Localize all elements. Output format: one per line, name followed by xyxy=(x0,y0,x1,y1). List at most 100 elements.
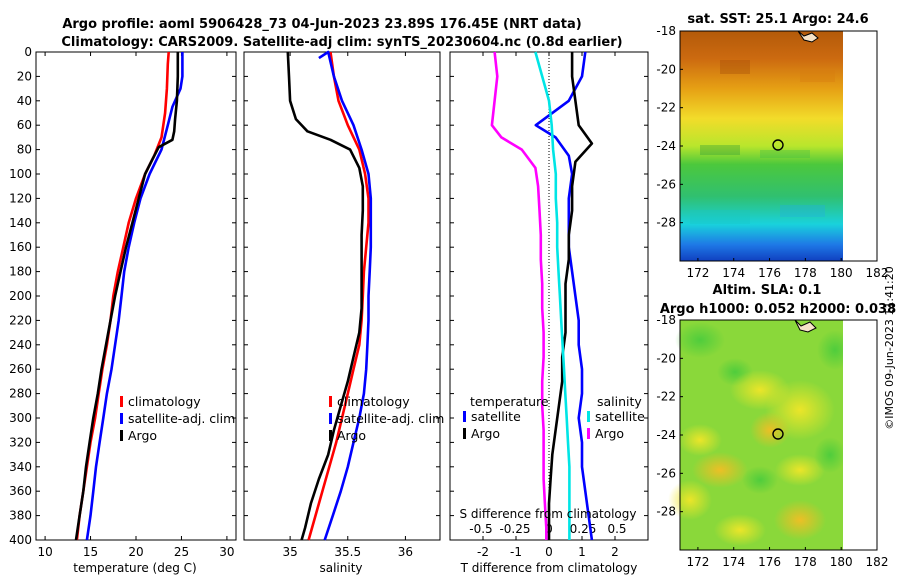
legend-climatology-swatch xyxy=(120,396,123,407)
legend-s-argo-swatch xyxy=(587,428,590,439)
map-lat-tick-label: -20 xyxy=(656,351,676,365)
depth-tick-label: 320 xyxy=(9,435,32,449)
sst-land-mask xyxy=(843,31,877,261)
map-lat-tick-label: -22 xyxy=(656,101,676,115)
sal-legend-climatology-swatch xyxy=(329,396,332,407)
depth-tick-label: 300 xyxy=(9,411,32,425)
series-line-s-satellite xyxy=(534,51,571,540)
imos-watermark: ©IMOS 09-Jun-2023 11:41:20 xyxy=(883,266,896,430)
s-diff-tick-label: 0.5 xyxy=(607,522,626,536)
depth-tick-label: 380 xyxy=(9,509,32,523)
legend-climatology-label: climatology xyxy=(128,394,201,409)
salinity-panel: 35 35.5 36 salinity climatology satellite-… xyxy=(243,50,444,575)
x-tick-label: 15 xyxy=(83,545,98,559)
map-lat-tick-label: -18 xyxy=(656,313,676,327)
legend-argo-label: Argo xyxy=(128,428,157,443)
x-tick-label: 25 xyxy=(174,545,189,559)
series-line-s-argo xyxy=(490,51,548,540)
depth-tick-label: 160 xyxy=(9,240,32,254)
map-lon-tick-label: 180 xyxy=(830,266,853,280)
legend-heading-temperature: temperature xyxy=(470,394,549,409)
difference-xlabel: T difference from climatology xyxy=(460,561,638,575)
s-diff-tick-label: -0.5 xyxy=(469,522,492,536)
depth-tick-label: 20 xyxy=(17,69,32,83)
sla-map-panel: Altim. SLA: 0.1 Argo h1000: 0.052 h2000:… xyxy=(656,283,896,569)
sla-argo-location-marker xyxy=(772,428,784,440)
sla-texture xyxy=(668,322,853,546)
x-tick-label: 0 xyxy=(545,545,553,559)
figure-title-line2: Climatology: CARS2009. Satellite-adj cli… xyxy=(61,35,622,50)
sla-island-icon xyxy=(794,319,817,333)
map-lon-tick-label: 172 xyxy=(686,266,709,280)
map-lat-tick-label: -22 xyxy=(656,390,676,404)
x-tick-label: 30 xyxy=(219,545,234,559)
depth-tick-label: 120 xyxy=(9,191,32,205)
series-line-satellite-adj-clim xyxy=(318,50,373,541)
temperature-xlabel: temperature (deg C) xyxy=(73,561,196,575)
sst-map-title: sat. SST: 25.1 Argo: 24.6 xyxy=(687,12,868,27)
s-difference-axis-label: S difference from climatology xyxy=(460,507,637,521)
depth-tick-label: 200 xyxy=(9,289,32,303)
sla-map-title-line2: Argo h1000: 0.052 h2000: 0.038 xyxy=(660,302,896,317)
series-line-t-argo xyxy=(547,52,594,540)
legend-satellite-swatch xyxy=(120,413,123,424)
depth-tick-label: 80 xyxy=(17,143,32,157)
map-lat-tick-label: -26 xyxy=(656,466,676,480)
depth-tick-label: 0 xyxy=(24,45,32,59)
difference-legend: temperature salinity satellite Argo sate… xyxy=(463,394,645,441)
depth-tick-label: 180 xyxy=(9,265,32,279)
sla-land-mask xyxy=(843,320,877,550)
x-tick-label: 35 xyxy=(282,545,297,559)
salinity-xlabel: salinity xyxy=(319,561,362,575)
legend-t-satellite-label: satellite xyxy=(471,409,521,424)
series-line-satellite-adj-clim xyxy=(85,52,184,541)
depth-tick-label: 240 xyxy=(9,338,32,352)
figure-title-line1: Argo profile: aoml 5906428_73 04-Jun-202… xyxy=(62,17,581,32)
temperature-plot-frame xyxy=(35,51,237,541)
map-lon-tick-label: 178 xyxy=(794,555,817,569)
sal-legend-argo-swatch xyxy=(329,430,332,441)
salinity-plot-frame xyxy=(243,51,441,541)
sst-heatmap xyxy=(680,31,843,261)
map-lon-tick-label: 174 xyxy=(722,266,745,280)
difference-panel: -2 -1 0 1 2-0.5 -0.25 0 0.25 0.5 T difference fr… xyxy=(449,51,649,575)
sal-legend-argo-label: Argo xyxy=(337,428,366,443)
map-lat-tick-label: -20 xyxy=(656,62,676,76)
legend-heading-salinity: salinity xyxy=(597,394,642,409)
map-lat-tick-label: -24 xyxy=(656,428,676,442)
depth-tick-label: 360 xyxy=(9,484,32,498)
legend-s-argo-label: Argo xyxy=(595,426,624,441)
x-tick-label: 10 xyxy=(37,545,52,559)
legend-t-argo-label: Argo xyxy=(471,426,500,441)
series-line-argo xyxy=(286,51,365,541)
depth-tick-label: 40 xyxy=(17,94,32,108)
sal-legend-satellite-swatch xyxy=(329,413,332,424)
sst-island-icon xyxy=(797,30,819,43)
x-tick-label: 2 xyxy=(611,545,619,559)
legend-satellite-label: satellite-adj. clim xyxy=(128,411,235,426)
sst-texture xyxy=(690,60,835,224)
depth-tick-label: 340 xyxy=(9,460,32,474)
x-tick-label: 36 xyxy=(398,545,413,559)
series-line-argo xyxy=(74,52,180,541)
x-tick-label: -2 xyxy=(477,545,489,559)
map-lon-tick-label: 178 xyxy=(794,266,817,280)
depth-tick-label: 280 xyxy=(9,387,32,401)
salinity-legend: climatology satellite-adj. clim Argo xyxy=(329,394,444,443)
map-lat-tick-label: -26 xyxy=(656,177,676,191)
x-tick-label: 1 xyxy=(578,545,586,559)
legend-s-satellite-swatch xyxy=(587,411,590,422)
temperature-panel: 10 15 20 25 30020406080100120140160180200220… xyxy=(9,45,237,575)
map-lon-tick-label: 172 xyxy=(686,555,709,569)
legend-t-argo-swatch xyxy=(463,428,466,439)
sal-legend-climatology-label: climatology xyxy=(337,394,410,409)
map-lon-tick-label: 176 xyxy=(758,266,781,280)
map-lon-tick-label: 176 xyxy=(758,555,781,569)
sal-legend-satellite-label: satellite-adj. clim xyxy=(337,411,444,426)
temperature-legend: climatology satellite-adj. clim Argo xyxy=(120,394,235,443)
depth-tick-label: 60 xyxy=(17,118,32,132)
map-lat-tick-label: -28 xyxy=(656,505,676,519)
depth-tick-label: 140 xyxy=(9,216,32,230)
depth-tick-label: 100 xyxy=(9,167,32,181)
